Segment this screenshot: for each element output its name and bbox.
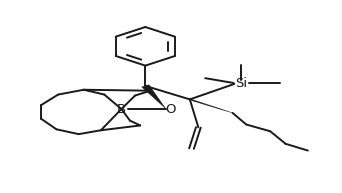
Text: Si: Si: [235, 77, 247, 91]
Polygon shape: [189, 99, 233, 113]
Polygon shape: [142, 85, 166, 108]
Text: B: B: [117, 102, 126, 116]
Text: O: O: [166, 102, 176, 116]
